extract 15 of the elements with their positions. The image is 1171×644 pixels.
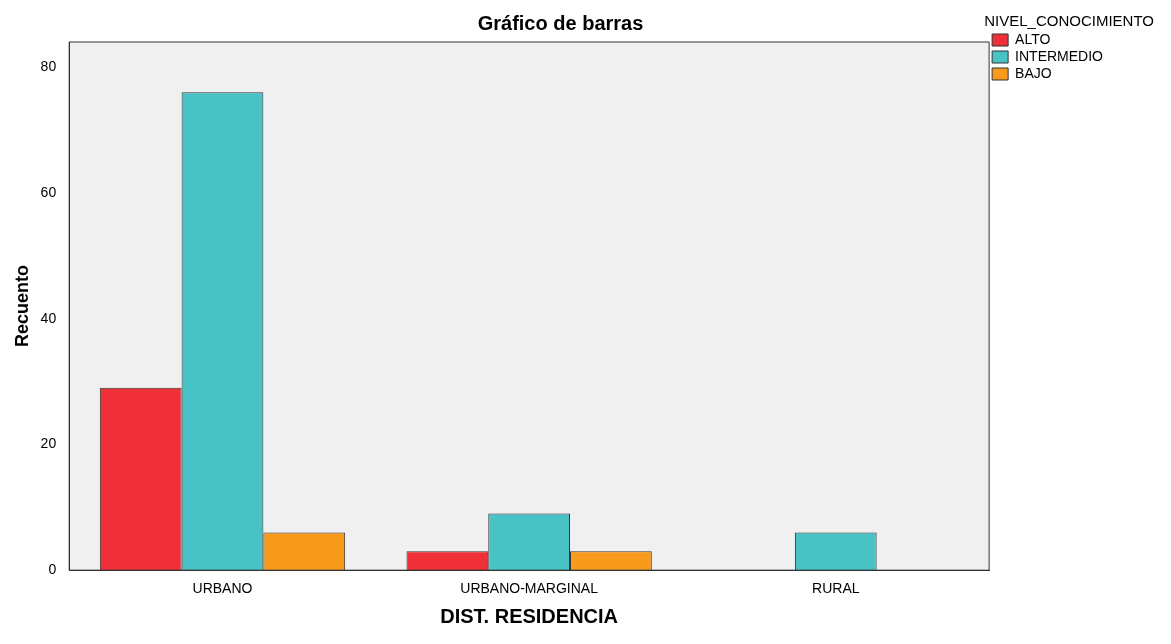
x-tick-label: URBANO — [192, 580, 253, 597]
y-tick-label: 80 — [40, 58, 57, 75]
legend-label: ALTO — [1015, 30, 1051, 47]
x-axis-title: DIST. RESIDENCIA — [440, 604, 619, 627]
legend-label: INTERMEDIO — [1015, 47, 1104, 64]
x-tick-label: URBANO-MARGINAL — [460, 580, 599, 597]
y-tick-label: 60 — [40, 183, 57, 200]
x-tick-label: RURAL — [812, 580, 860, 597]
y-tick-label: 0 — [48, 561, 57, 578]
chart-title: Gráfico de barras — [477, 11, 644, 34]
y-tick-label: 40 — [40, 309, 57, 326]
y-tick-label: 20 — [40, 435, 57, 452]
legend-title: NIVEL_CONOCIMIENTO — [984, 11, 1155, 29]
y-axis-title: Recuento — [11, 265, 32, 348]
legend-label: BAJO — [1015, 64, 1052, 81]
